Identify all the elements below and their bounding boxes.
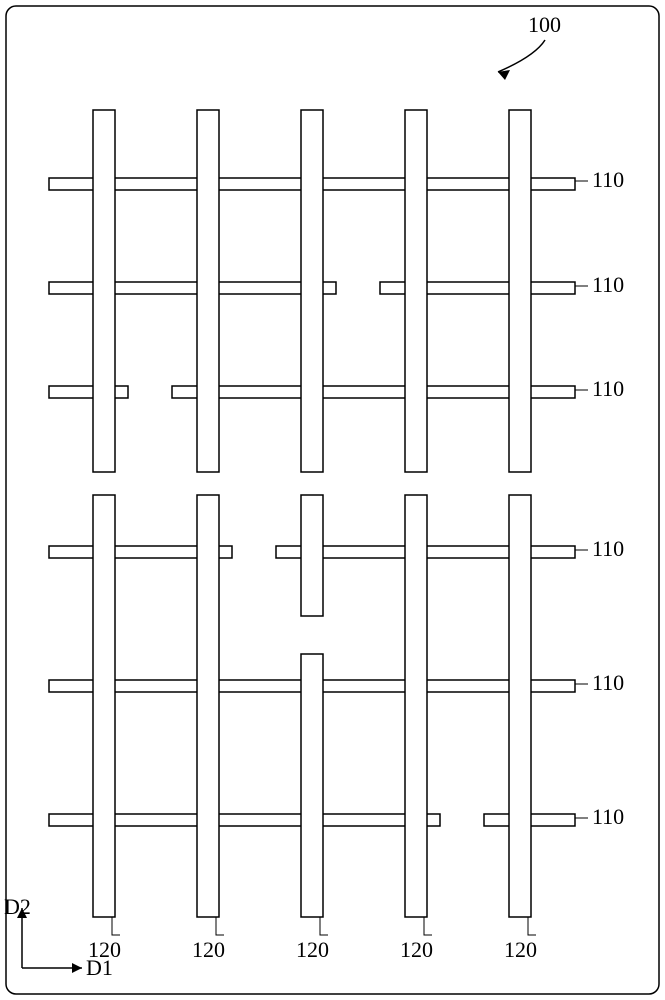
label-120: 120	[400, 937, 433, 962]
vertical-bars-120	[93, 110, 531, 917]
label-110: 110	[592, 536, 624, 561]
label-110: 110	[592, 376, 624, 401]
v-bar	[197, 495, 219, 917]
v-bar	[301, 110, 323, 472]
diagram-canvas: 110110110110110110120120120120120100D2D1	[0, 0, 665, 1000]
label-120: 120	[296, 937, 329, 962]
v-bar	[93, 495, 115, 917]
v-bar	[405, 495, 427, 917]
axis-d2-label: D2	[4, 894, 31, 919]
label-110: 110	[592, 167, 624, 192]
axis-d1-label: D1	[86, 955, 113, 980]
h-bar	[49, 282, 336, 294]
label-110: 110	[592, 670, 624, 695]
v-bar	[301, 654, 323, 917]
label-120: 120	[192, 937, 225, 962]
v-bar	[301, 495, 323, 616]
ref-label-100: 100	[528, 12, 561, 37]
v-bar	[93, 110, 115, 472]
v-bar	[509, 110, 531, 472]
label-120: 120	[504, 937, 537, 962]
v-bar	[405, 110, 427, 472]
h-bar	[49, 386, 128, 398]
v-bar	[509, 495, 531, 917]
label-110: 110	[592, 272, 624, 297]
label-110: 110	[592, 804, 624, 829]
v-bar	[197, 110, 219, 472]
